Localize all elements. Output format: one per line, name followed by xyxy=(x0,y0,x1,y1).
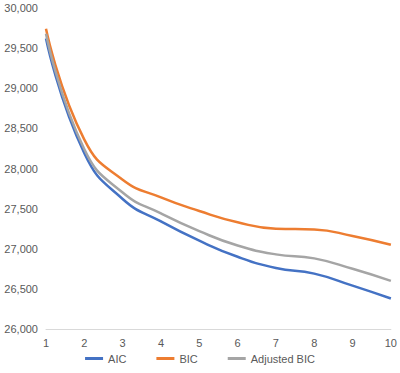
svg-text:2: 2 xyxy=(81,337,87,349)
svg-text:3: 3 xyxy=(120,337,126,349)
svg-text:1: 1 xyxy=(43,337,49,349)
svg-text:27,500: 27,500 xyxy=(4,203,38,215)
svg-text:30,000: 30,000 xyxy=(4,2,38,14)
svg-text:28,000: 28,000 xyxy=(4,163,38,175)
svg-text:AIC: AIC xyxy=(108,353,126,365)
svg-text:9: 9 xyxy=(349,337,355,349)
svg-text:26,000: 26,000 xyxy=(4,323,38,335)
svg-text:28,500: 28,500 xyxy=(4,122,38,134)
svg-text:BIC: BIC xyxy=(179,353,197,365)
svg-text:7: 7 xyxy=(273,337,279,349)
svg-text:29,500: 29,500 xyxy=(4,42,38,54)
svg-text:6: 6 xyxy=(235,337,241,349)
svg-text:29,000: 29,000 xyxy=(4,82,38,94)
svg-text:4: 4 xyxy=(158,337,164,349)
svg-text:Adjusted BIC: Adjusted BIC xyxy=(251,353,315,365)
svg-text:5: 5 xyxy=(196,337,202,349)
svg-text:8: 8 xyxy=(311,337,317,349)
svg-text:26,500: 26,500 xyxy=(4,283,38,295)
svg-text:10: 10 xyxy=(385,337,397,349)
svg-text:27,000: 27,000 xyxy=(4,243,38,255)
